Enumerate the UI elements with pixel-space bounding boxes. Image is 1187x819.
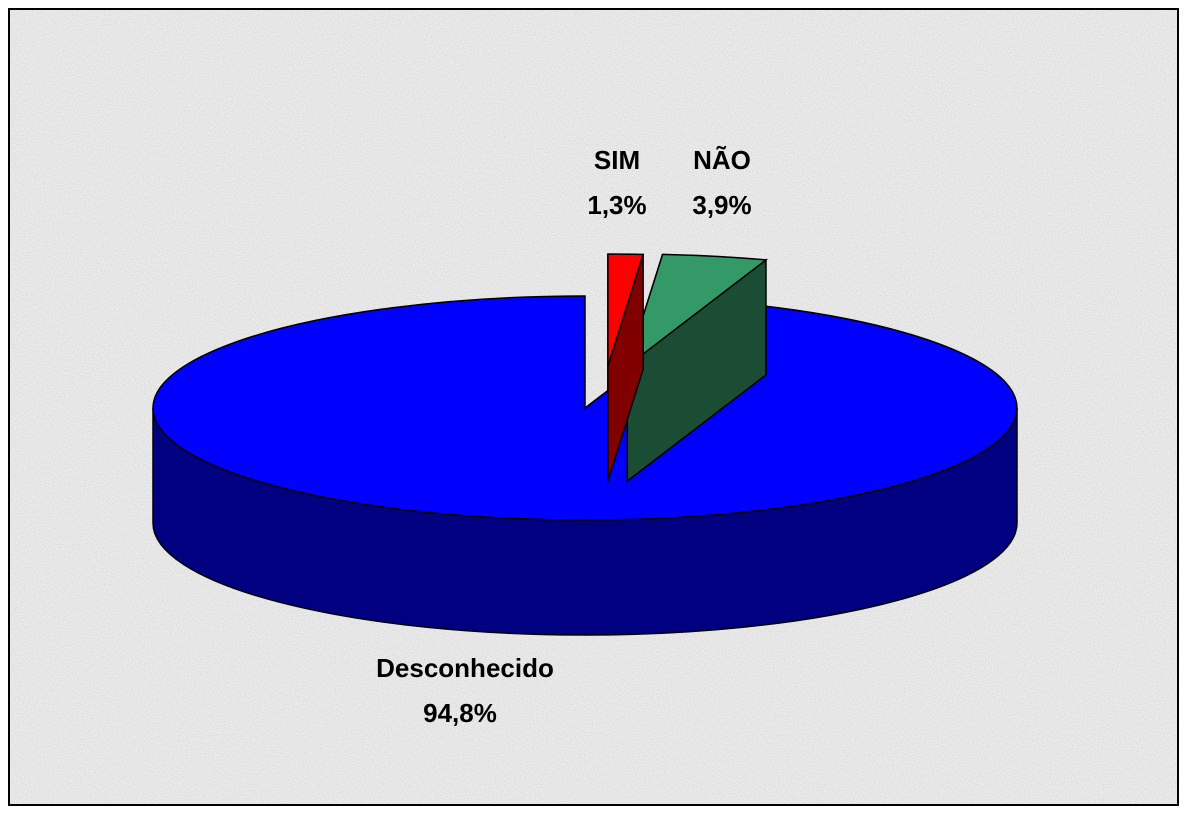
slice [152,295,1018,636]
value-label: 1,3% [587,190,646,220]
labels: SIM 1,3% NÃO 3,9% Desconhecido 94,8% [376,145,751,728]
value-label: 94,8% [423,698,497,728]
value-label: 3,9% [692,190,751,220]
slice-top [625,253,768,369]
slice [625,253,768,483]
slice-top [152,295,1018,521]
category-label: NÃO [693,145,751,175]
category-label: SIM [594,145,640,175]
category-label: Desconhecido [376,653,554,683]
slice-top [607,253,645,367]
pie [152,253,1018,636]
border [8,8,1179,806]
slice [607,253,645,482]
